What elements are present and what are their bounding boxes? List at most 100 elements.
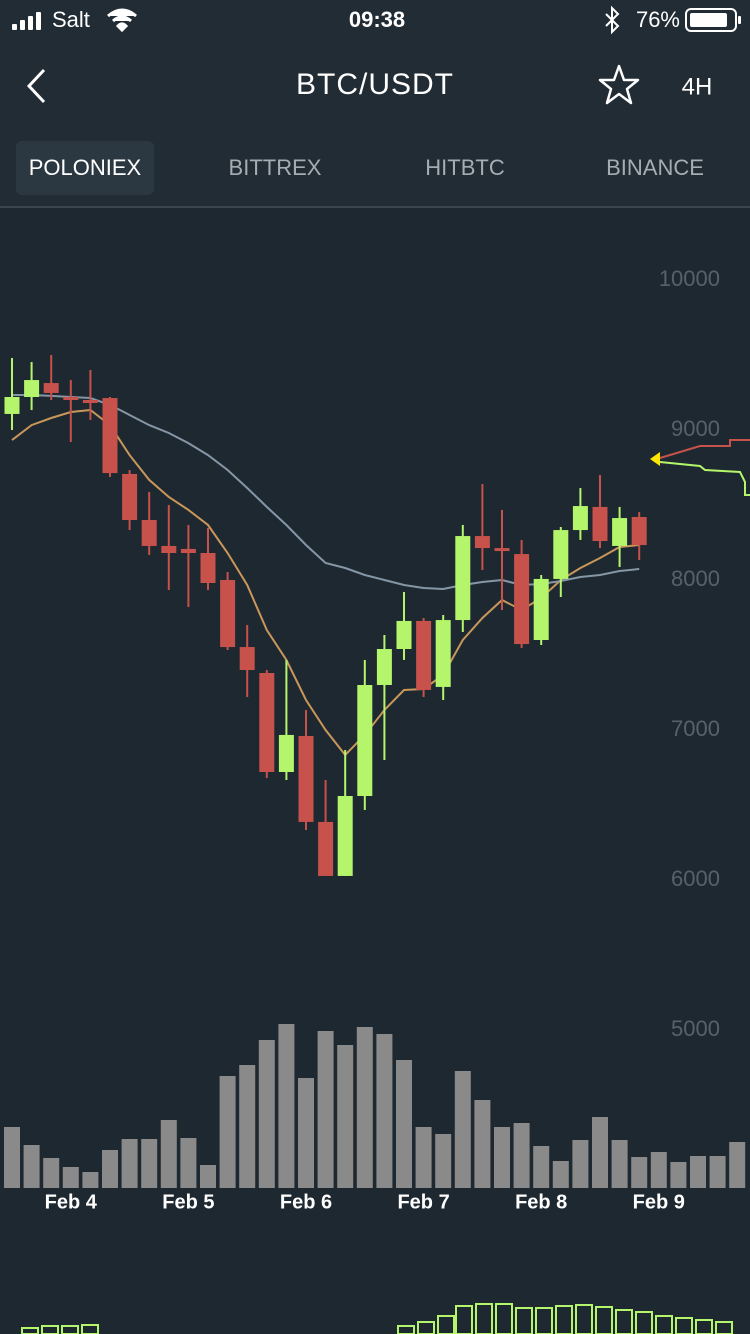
candle-body <box>572 506 588 531</box>
tab[interactable]: POLONIEX <box>29 155 142 180</box>
volume-bar <box>376 1034 393 1188</box>
candle-body <box>396 620 412 649</box>
volume-bar <box>513 1123 530 1188</box>
volume-bar <box>572 1140 589 1188</box>
volume-bar <box>670 1162 687 1188</box>
depth-bid <box>659 461 750 496</box>
candle-body <box>318 821 334 876</box>
volume-bar <box>454 1071 471 1188</box>
candle-body <box>298 736 314 822</box>
candle-body <box>102 398 118 474</box>
x-tick-label: Feb 7 <box>397 1191 449 1213</box>
candle-body <box>4 397 20 414</box>
candle-body <box>416 620 432 690</box>
y-tick-label: 7000 <box>671 716 720 741</box>
candle-body <box>161 545 177 553</box>
volume-bar <box>200 1165 216 1188</box>
volume-bar <box>4 1127 20 1188</box>
volume-bar <box>278 1024 295 1188</box>
volume-bar <box>337 1045 354 1188</box>
candle-body <box>239 647 255 670</box>
volume-bar <box>141 1139 158 1188</box>
volume-bar <box>23 1145 40 1188</box>
bluetooth-icon <box>605 5 620 35</box>
candle-body <box>357 685 373 796</box>
candle-body <box>592 506 608 541</box>
carrier: Salt <box>52 7 90 32</box>
candle-body <box>494 548 510 552</box>
battery-percent: 76% <box>636 7 680 32</box>
volume-bar <box>180 1138 197 1188</box>
y-tick-label: 5000 <box>671 1016 720 1041</box>
candle-body <box>200 553 216 583</box>
volume-bar <box>592 1117 608 1188</box>
tab[interactable]: HITBTC <box>425 155 505 180</box>
volume-bar <box>62 1167 79 1188</box>
candle-body <box>63 397 79 400</box>
x-tick-label: Feb 5 <box>162 1191 214 1213</box>
volume-bar <box>415 1127 432 1188</box>
volume-bar <box>611 1140 628 1188</box>
candle-body <box>141 520 157 546</box>
volume-bar <box>729 1142 746 1188</box>
candle-body <box>259 673 275 772</box>
candle-body <box>455 536 471 621</box>
volume-bar <box>494 1127 510 1188</box>
volume-bar <box>219 1076 236 1188</box>
volume-bar <box>258 1040 275 1188</box>
y-tick-label: 8000 <box>671 566 720 591</box>
battery-level <box>690 13 727 27</box>
x-tick-label: Feb 9 <box>633 1191 685 1213</box>
tab[interactable]: BINANCE <box>606 155 704 180</box>
volume-bar <box>160 1120 177 1188</box>
pair-title: BTC/USDT <box>296 68 454 101</box>
candle-body <box>337 796 353 876</box>
volume-bar <box>650 1152 667 1188</box>
candle-body <box>514 554 530 645</box>
volume-bar <box>102 1150 118 1188</box>
candle-body <box>631 517 647 546</box>
candle-body <box>24 380 40 397</box>
candle-body <box>82 400 98 403</box>
interval-button[interactable]: 4H <box>682 73 713 100</box>
x-tick-label: Feb 4 <box>45 1191 98 1213</box>
volume-bar <box>533 1146 550 1188</box>
volume-bar <box>435 1134 452 1188</box>
depth-ask <box>659 439 750 459</box>
volume-bar <box>298 1078 314 1188</box>
volume-bar <box>43 1158 60 1188</box>
volume-bar <box>474 1100 491 1188</box>
volume-bar <box>631 1157 648 1188</box>
candle-body <box>533 578 549 640</box>
battery-icon <box>685 8 737 32</box>
volume-bar <box>552 1161 569 1188</box>
candle-body <box>474 536 490 549</box>
volume-bar <box>317 1031 334 1188</box>
candle-body <box>220 580 236 648</box>
volume-bar <box>82 1172 99 1188</box>
favorite-button[interactable] <box>598 64 640 105</box>
x-tick-label: Feb 6 <box>280 1191 332 1213</box>
candle-body <box>553 530 569 579</box>
tab[interactable]: BITTREX <box>229 155 322 180</box>
candle-body <box>278 734 294 772</box>
volume-bar <box>239 1065 256 1188</box>
back-button[interactable] <box>26 68 46 104</box>
signal-icon <box>12 12 41 30</box>
clock: 09:38 <box>349 7 405 32</box>
volume-bar <box>356 1027 373 1188</box>
battery-tip <box>738 16 741 24</box>
wifi-icon <box>107 8 137 33</box>
y-tick-label: 9000 <box>671 416 720 441</box>
candle-body <box>43 383 59 393</box>
volume-bar <box>690 1156 706 1188</box>
candle-body <box>180 548 196 553</box>
candle-body <box>376 649 392 685</box>
tab-selected-bg <box>16 141 154 195</box>
plot: 5000 6000 7000 8000 9000 10000 Feb 4 Feb 5 Feb 6… <box>4 266 746 1213</box>
indicator-strip <box>21 1303 733 1334</box>
price-marker <box>650 452 660 466</box>
candle-body <box>435 620 451 687</box>
